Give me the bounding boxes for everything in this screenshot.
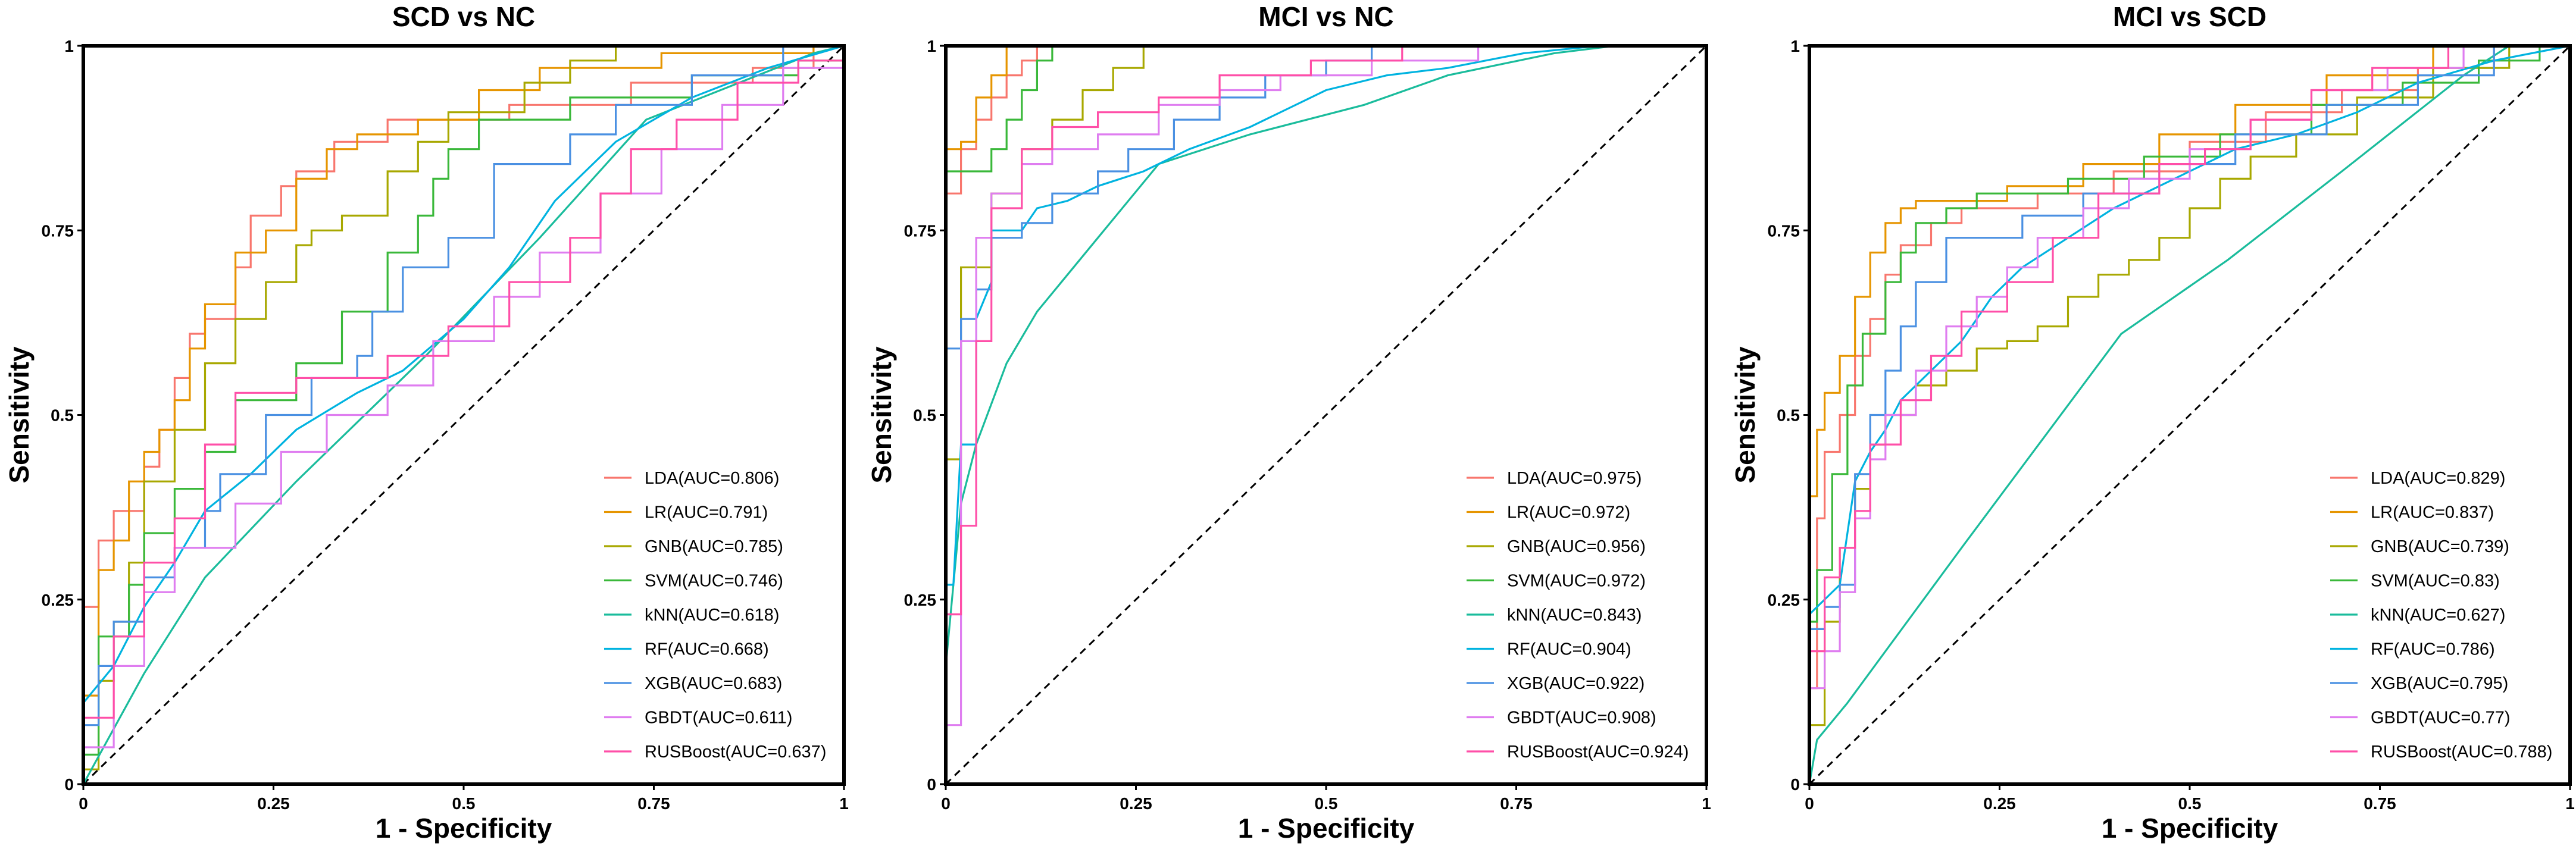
roc-curve-rusboost [82,46,845,784]
y-tick-label: 0.75 [42,221,74,240]
legend: LDA(AUC=0.806) LR(AUC=0.791) GNB(AUC=0.785… [604,469,826,762]
legend-label-gbdt: GBDT(AUC=0.611) [645,709,792,728]
roc-curve-rf [945,45,1706,784]
roc-curve-gbdt [82,46,845,784]
y-axis-label: Sensitivity [4,346,35,484]
x-tick-label: 0.25 [1983,794,2016,813]
x-tick-label: 0.5 [452,794,476,813]
legend-label-lda: LDA(AUC=0.806) [645,469,779,488]
roc-curve-xgb [1808,45,2570,784]
roc-curve-svm [82,46,845,784]
roc-curve-lr [945,45,1706,784]
legend: LDA(AUC=0.829) LR(AUC=0.837) GNB(AUC=0.739… [2330,469,2552,762]
chart-title: SCD vs NC [392,1,535,32]
legend-label-gnb: GNB(AUC=0.956) [1507,537,1646,556]
y-tick-label: 0.5 [51,406,74,425]
legend: LDA(AUC=0.975) LR(AUC=0.972) GNB(AUC=0.956… [1467,469,1689,762]
chart-panel-2: MCI vs NC 0 0.25 0.5 0.75 1 0 0.25 0.5 0.75 1 1 - S… [866,1,1711,844]
legend-label-knn: kNN(AUC=0.618) [645,606,779,625]
legend-label-svm: SVM(AUC=0.83) [2371,572,2500,591]
x-tick-label: 0 [941,794,951,813]
legend-label-svm: SVM(AUC=0.972) [1507,572,1646,591]
x-tick-label: 0.25 [257,794,290,813]
x-tick-label: 0.5 [2178,794,2202,813]
y-axis-label: Sensitivity [1730,346,1761,484]
roc-curve-rf [82,45,845,784]
x-tick-label: 0.75 [2364,794,2396,813]
chart-panel-1: SCD vs NC 0 0.25 0.5 0.75 1 0 0.25 0.5 0.75 1 1 - S… [4,1,849,844]
y-axis-label: Sensitivity [866,346,897,484]
x-tick-label: 1 [839,794,849,813]
y-tick-label: 0.25 [1768,591,1800,609]
reference-diagonal [1808,45,2571,785]
chart-panel-3: MCI vs SCD 0 0.25 0.5 0.75 1 0 0.25 0.5 0.75 1 1 - … [1730,1,2575,844]
reference-diagonal [945,45,1708,785]
roc-curve-knn [1808,45,2570,785]
x-tick-label: 0.75 [1500,794,1533,813]
legend-label-lda: LDA(AUC=0.975) [1507,469,1642,488]
legend-label-gnb: GNB(AUC=0.785) [645,537,783,556]
legend-label-rusboost: RUSBoost(AUC=0.788) [2371,743,2552,762]
roc-curve-rusboost [945,45,1706,784]
legend-label-gbdt: GBDT(AUC=0.908) [1507,709,1656,728]
chart-title: MCI vs NC [1258,1,1393,32]
y-tick-label: 0 [1790,775,1800,794]
legend-label-knn: kNN(AUC=0.627) [2371,606,2505,625]
legend-label-lr: LR(AUC=0.837) [2371,503,2494,522]
roc-curve-svm [1808,45,2570,784]
x-axis-label: 1 - Specificity [1238,813,1415,844]
legend-label-xgb: XGB(AUC=0.683) [645,674,782,693]
legend-label-rf: RF(AUC=0.904) [1507,640,1631,659]
y-tick-label: 0 [927,775,936,794]
x-tick-label: 0.75 [637,794,670,813]
y-tick-label: 0.75 [904,221,937,240]
plot-frame [944,44,1708,786]
y-tick-label: 0 [64,775,74,794]
roc-curve-rusboost [1808,45,2570,784]
x-tick-label: 1 [1702,794,1711,813]
legend-label-xgb: XGB(AUC=0.795) [2371,674,2508,693]
y-tick-label: 0.75 [1768,221,1800,240]
roc-curve-lr [82,45,844,784]
plot-frame [82,44,846,786]
legend-label-gnb: GNB(AUC=0.739) [2371,537,2509,556]
y-tick-label: 0.25 [904,591,937,609]
roc-curve-knn [945,45,1706,784]
legend-label-lda: LDA(AUC=0.829) [2371,469,2505,488]
legend-label-gbdt: GBDT(AUC=0.77) [2371,709,2510,728]
roc-curve-svm [945,45,1706,784]
x-tick-label: 0 [1805,794,1814,813]
y-tick-label: 1 [64,37,74,55]
legend-label-knn: kNN(AUC=0.843) [1507,606,1642,625]
x-axis-label: 1 - Specificity [2102,813,2278,844]
legend-label-lr: LR(AUC=0.972) [1507,503,1630,522]
legend-label-rf: RF(AUC=0.668) [645,640,769,659]
legend-label-xgb: XGB(AUC=0.922) [1507,674,1645,693]
legend-label-rf: RF(AUC=0.786) [2371,640,2495,659]
x-tick-label: 0 [79,794,88,813]
y-tick-label: 0.5 [913,406,936,425]
roc-curve-lr [1808,45,2570,784]
y-tick-label: 0.25 [42,591,74,609]
x-tick-label: 1 [2565,794,2575,813]
x-tick-label: 0.25 [1120,794,1152,813]
legend-label-svm: SVM(AUC=0.746) [645,572,783,591]
legend-label-rusboost: RUSBoost(AUC=0.924) [1507,743,1689,762]
x-axis-label: 1 - Specificity [376,813,552,844]
y-tick-label: 1 [927,37,936,55]
y-tick-label: 1 [1790,37,1800,55]
reference-diagonal [82,45,845,785]
legend-label-lr: LR(AUC=0.791) [645,503,768,522]
roc-curve-gnb [1808,45,2570,784]
y-tick-label: 0.5 [1777,406,1800,425]
x-tick-label: 0.5 [1315,794,1338,813]
plot-frame [1808,44,2572,786]
chart-title: MCI vs SCD [2113,1,2266,32]
legend-label-rusboost: RUSBoost(AUC=0.637) [645,743,826,762]
